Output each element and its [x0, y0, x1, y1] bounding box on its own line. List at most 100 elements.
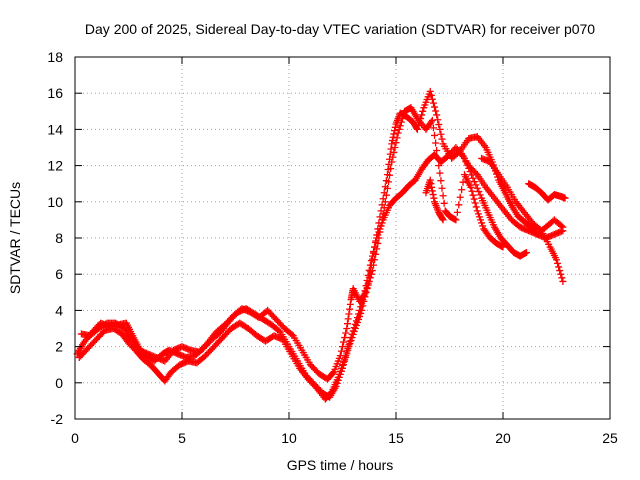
data-point: [473, 207, 481, 215]
data-point: [382, 191, 390, 199]
data-point: [370, 261, 378, 269]
series-track-5: [478, 154, 567, 285]
data-point: [373, 245, 381, 253]
data-point: [438, 215, 446, 223]
data-point: [372, 250, 380, 258]
series-track-3: [77, 104, 507, 383]
data-point: [561, 194, 569, 202]
data-point: [366, 274, 374, 282]
y-tick-label: 16: [47, 85, 63, 101]
data-point: [431, 103, 439, 111]
data-point: [557, 222, 565, 230]
data-point: [559, 277, 567, 285]
data-point: [431, 131, 439, 139]
data-point: [388, 140, 396, 148]
data-point: [396, 122, 404, 130]
data-point: [376, 228, 384, 236]
data-point: [439, 216, 447, 224]
x-tick-label: 5: [178, 430, 186, 446]
data-point: [343, 325, 351, 332]
data-point: [419, 107, 427, 115]
data-point: [435, 121, 443, 129]
data-point: [559, 223, 567, 231]
data-point: [340, 358, 348, 366]
x-tick-label: 15: [388, 430, 404, 446]
data-point: [390, 148, 398, 156]
data-point: [395, 125, 403, 133]
data-point: [558, 274, 566, 282]
series-track-4: [456, 147, 567, 238]
data-point: [391, 127, 399, 135]
data-point: [472, 181, 480, 189]
data-point: [356, 306, 364, 314]
data-point: [394, 129, 402, 137]
data-point: [391, 144, 399, 151]
data-point: [350, 324, 358, 332]
x-axis-label: GPS time / hours: [287, 457, 394, 473]
data-point: [363, 285, 371, 293]
data-point: [379, 210, 387, 218]
data-point: [378, 216, 386, 224]
data-point: [471, 199, 479, 207]
data-point: [436, 125, 444, 133]
data-point: [335, 370, 343, 378]
data-point: [458, 186, 466, 194]
chart-title: Day 200 of 2025, Sidereal Day-to-day VTE…: [85, 21, 595, 37]
data-point: [469, 191, 477, 199]
data-point: [437, 177, 445, 185]
data-point: [337, 347, 345, 355]
data-point: [374, 239, 382, 247]
data-point: [387, 165, 395, 173]
data-point: [437, 130, 445, 138]
data-point: [475, 188, 483, 196]
data-point: [339, 361, 346, 369]
data-point: [327, 389, 335, 397]
data-point: [346, 300, 354, 308]
data-point: [440, 199, 448, 207]
data-point: [340, 338, 348, 346]
data-point: [349, 327, 357, 335]
data-point: [348, 330, 356, 338]
data-point: [418, 111, 426, 119]
data-point: [435, 162, 443, 170]
data-point: [367, 270, 375, 278]
data-point: [436, 169, 444, 177]
data-point: [433, 147, 441, 155]
data-point: [385, 178, 393, 186]
data-point: [438, 184, 446, 192]
data-point: [377, 222, 385, 230]
data-point: [386, 171, 394, 179]
data-point: [499, 243, 507, 251]
data-point: [334, 373, 342, 381]
data-point: [362, 288, 370, 296]
data-point: [344, 315, 352, 323]
data-point: [432, 107, 440, 115]
data-point: [397, 118, 405, 126]
data-point: [428, 187, 436, 195]
data-point: [389, 153, 397, 161]
data-point: [371, 256, 379, 264]
data-point: [352, 317, 360, 325]
data-point: [351, 320, 359, 328]
y-tick-label: 12: [47, 158, 63, 174]
y-tick-labels: -2 0 2 4 6 8 10 12 14 16 18: [47, 49, 63, 427]
x-tick-label: 0: [71, 430, 79, 446]
data-point: [474, 210, 482, 218]
data-point: [343, 320, 351, 328]
data-point: [427, 91, 435, 99]
data-point: [391, 123, 399, 131]
data-point: [426, 87, 434, 95]
x-tick-label: 25: [602, 430, 618, 446]
data-point: [343, 348, 351, 356]
data-point: [337, 364, 345, 372]
data-point: [432, 139, 440, 147]
data-point: [345, 341, 353, 349]
data-point: [383, 185, 391, 193]
y-axis-label: SDTVAR / TECUs: [7, 182, 23, 294]
data-point: [557, 270, 565, 278]
data-point: [413, 125, 421, 133]
data-point: [428, 95, 436, 103]
data-point: [467, 183, 475, 191]
data-point: [452, 216, 460, 224]
